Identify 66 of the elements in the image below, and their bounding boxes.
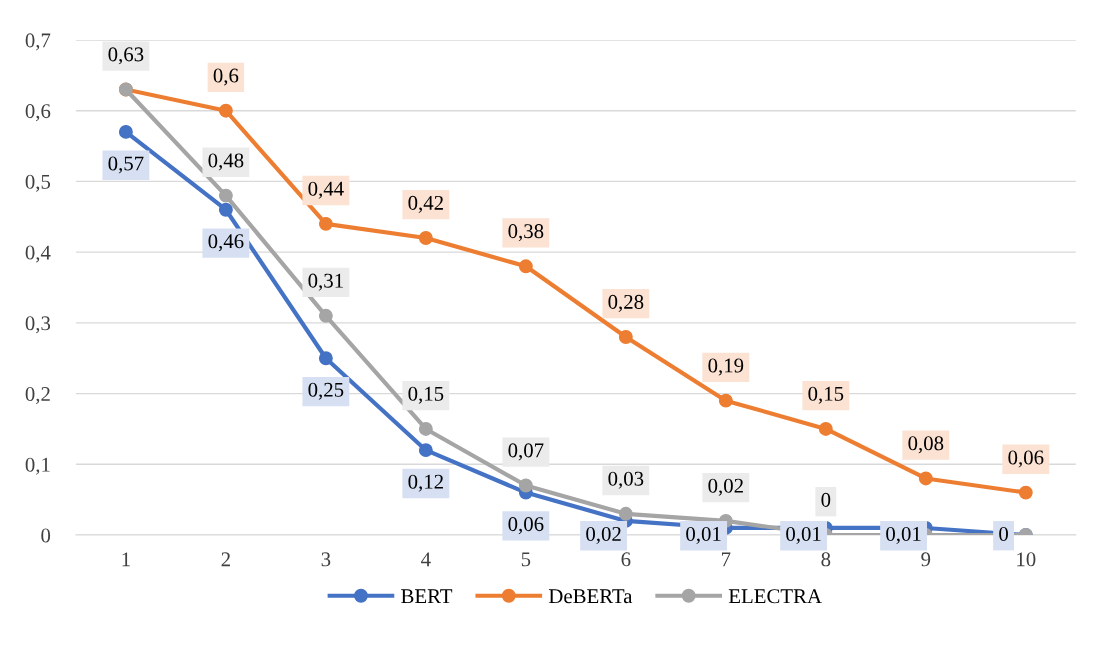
point <box>1018 485 1033 500</box>
data-label: 0,28 <box>608 294 644 312</box>
point <box>618 506 633 521</box>
x-tick-label: 7 <box>722 552 731 567</box>
legend-label: BERT <box>401 589 453 604</box>
y-tick-label: 0 <box>41 528 51 543</box>
point <box>918 471 933 486</box>
point <box>318 351 333 366</box>
point <box>418 443 433 458</box>
x-tick-label: 5 <box>521 552 531 567</box>
point <box>218 103 233 118</box>
point <box>618 330 633 344</box>
y-tick-label: 0,6 <box>25 104 51 122</box>
data-label: 0,15 <box>408 386 444 404</box>
data-label: 0,42 <box>408 195 443 213</box>
data-label: 0,15 <box>808 386 844 404</box>
point <box>118 124 133 139</box>
data-label: 0,63 <box>108 47 144 65</box>
y-tick-label: 0,1 <box>25 457 50 475</box>
legend-label: DeBERTa <box>548 589 633 604</box>
data-label: 0,12 <box>408 474 443 492</box>
x-tick-label: 3 <box>321 552 331 567</box>
data-label: 0,57 <box>108 156 144 174</box>
point <box>518 259 533 274</box>
data-label: 0,25 <box>308 382 344 400</box>
data-label: 0,31 <box>308 273 343 291</box>
data-label: 0 <box>999 526 1008 541</box>
point <box>518 478 533 493</box>
x-tick-label: 9 <box>921 552 931 567</box>
point <box>818 422 833 436</box>
y-tick-label: 0,3 <box>25 316 51 334</box>
data-label: 0 <box>821 492 831 507</box>
x-tick-label: 6 <box>621 552 631 567</box>
point <box>418 231 433 245</box>
data-label: 0,02 <box>708 478 743 496</box>
point <box>318 216 333 231</box>
data-label: 0,07 <box>508 443 544 461</box>
point <box>718 393 733 408</box>
y-tick-label: 0,2 <box>25 386 50 405</box>
data-label: 0,19 <box>708 358 744 376</box>
legend-label: ELECTRA <box>728 589 822 604</box>
data-label: 0,01 <box>686 526 721 544</box>
point <box>218 188 233 203</box>
point <box>418 422 433 436</box>
data-label: 0,01 <box>886 526 921 544</box>
data-label: 0,01 <box>786 526 821 544</box>
data-label: 0,03 <box>608 471 644 489</box>
x-tick-label: 2 <box>221 552 230 567</box>
data-label: 0,06 <box>1008 450 1044 468</box>
x-tick-label: 10 <box>1017 552 1036 567</box>
data-label: 0,08 <box>908 436 944 454</box>
data-label: 0,06 <box>508 517 544 535</box>
data-label: 0,38 <box>508 224 544 242</box>
y-tick-label: 0,5 <box>25 174 51 192</box>
x-tick-label: 8 <box>821 552 831 567</box>
point <box>218 202 233 217</box>
point <box>318 308 333 323</box>
data-label: 0,6 <box>213 68 239 86</box>
x-tick-label: 4 <box>421 552 431 567</box>
y-tick-label: 0,4 <box>25 245 51 263</box>
data-label: 0,44 <box>308 181 344 199</box>
data-label: 0,48 <box>208 153 244 171</box>
x-tick-label: 1 <box>122 552 130 567</box>
y-tick-label: 0,7 <box>25 33 51 51</box>
data-label: 0,02 <box>586 526 621 544</box>
data-label: 0,46 <box>208 234 244 252</box>
